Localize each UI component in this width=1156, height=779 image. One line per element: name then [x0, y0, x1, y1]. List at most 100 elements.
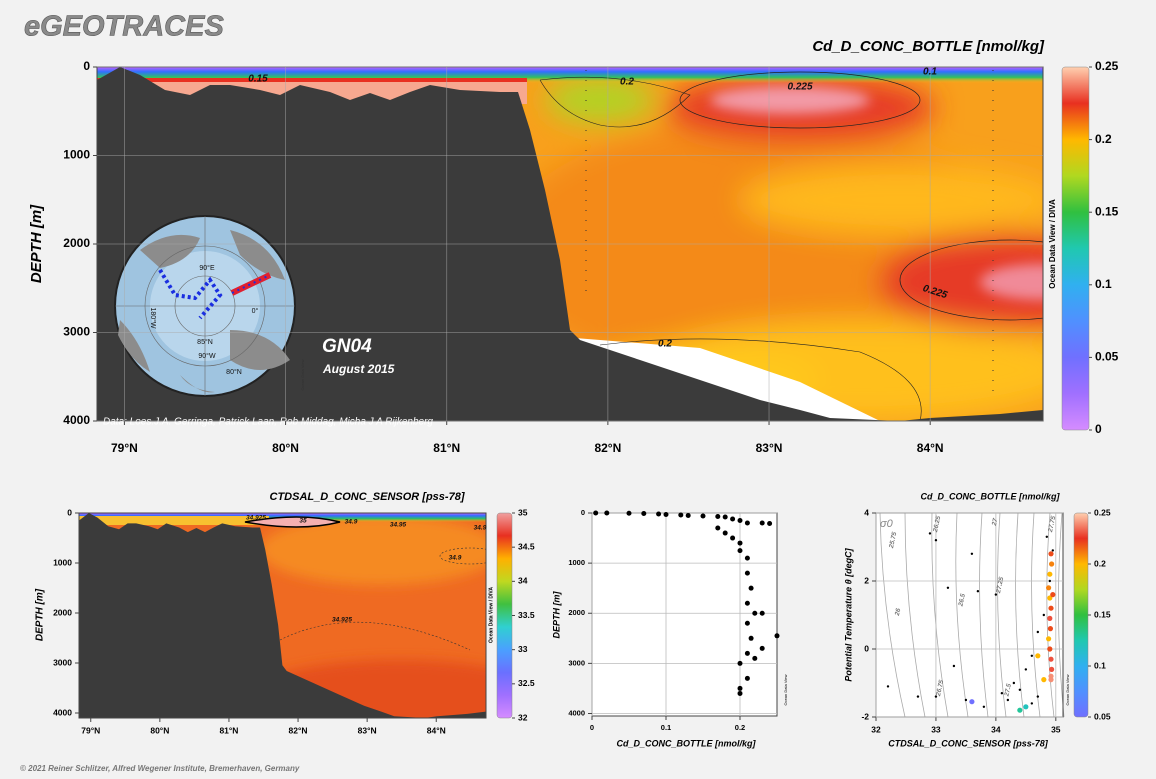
cruise-label: GN04	[322, 336, 372, 357]
colorbar-tick-label: 0.1	[1094, 660, 1106, 670]
scatter-x-label: Cd_D_CONC_BOTTLE [nmol/kg]	[616, 738, 756, 748]
isopycnal-label: 26	[894, 607, 903, 617]
map-label: 180°W	[149, 307, 157, 328]
point	[748, 585, 754, 591]
x-tick-label: 82°N	[289, 725, 308, 735]
x-tick-label: 0.2	[735, 723, 745, 732]
isopycnal-label: 27.25	[995, 576, 1006, 595]
y-tick-label: 3000	[63, 325, 90, 339]
point	[737, 685, 743, 691]
x-tick-label: 0	[590, 723, 594, 732]
isopycnal-label: 27.5	[1003, 683, 1013, 698]
contour-label: 35	[299, 518, 307, 525]
contour-label: 0.1	[923, 67, 937, 78]
y-tick-label: 1000	[53, 557, 72, 567]
colorbar-tick-label: 0.2	[1095, 132, 1112, 146]
colorbar-tick-label: 0.25	[1095, 59, 1119, 73]
isopycnal-label: 26.25	[932, 515, 943, 534]
colored-point	[1046, 585, 1052, 591]
watermark: Ocean Data View / DIVA	[1048, 199, 1057, 289]
contour-label: 0.225	[787, 82, 812, 93]
salinity-field	[79, 513, 486, 718]
point	[934, 695, 938, 698]
point	[737, 518, 743, 524]
y-tick-label: 0	[83, 59, 90, 73]
point	[744, 650, 750, 656]
colored-point	[1050, 592, 1056, 598]
x-tick-label: 82°N	[594, 441, 621, 455]
colorbar	[496, 512, 513, 719]
colored-point	[1047, 646, 1053, 652]
point	[759, 520, 765, 526]
x-tick-label: 0.1	[661, 723, 671, 732]
point	[737, 660, 743, 666]
point	[916, 695, 920, 698]
point	[663, 512, 669, 518]
point	[722, 514, 728, 520]
colorbar-tick-label: 0.1	[1095, 277, 1112, 291]
colored-point	[1035, 653, 1041, 659]
x-tick-label: 81°N	[433, 441, 460, 455]
x-tick-label: 80°N	[272, 441, 299, 455]
point	[744, 675, 750, 681]
y-tick-label: 0	[864, 643, 869, 653]
point	[722, 530, 728, 536]
colored-point	[1047, 571, 1053, 577]
point	[737, 690, 743, 696]
isopycnal-label: 26.75	[935, 679, 946, 698]
point	[593, 510, 599, 516]
point	[737, 548, 743, 554]
y-tick-label: 1000	[63, 148, 90, 162]
x-tick-label: 83°N	[358, 725, 377, 735]
colorbar-tick-label: 0.05	[1094, 711, 1111, 721]
date-label: August 2015	[322, 362, 395, 376]
colorbar-tick-label: 34	[518, 576, 528, 586]
point	[626, 510, 632, 516]
point	[1024, 668, 1028, 671]
point	[1030, 702, 1034, 705]
point	[934, 539, 938, 542]
map-label: 90°W	[198, 352, 216, 360]
point	[964, 698, 968, 702]
y-tick-label: 1000	[568, 558, 585, 567]
colored-point	[1017, 707, 1023, 713]
colorbar-tick-label: 35	[518, 507, 528, 517]
point	[1036, 630, 1040, 634]
point	[982, 705, 986, 708]
point	[744, 620, 750, 626]
isopycnal-label: 26.5	[957, 593, 967, 608]
y-tick-label: 4000	[568, 708, 585, 717]
y-tick-label: 0	[67, 507, 72, 517]
contour-label: 34.925	[332, 617, 352, 624]
point	[1018, 688, 1022, 691]
colored-point	[1048, 677, 1054, 683]
point	[1036, 695, 1040, 698]
isopycnal-symbol: σ0	[880, 518, 894, 530]
point	[952, 664, 956, 668]
y-tick-label: 2000	[63, 236, 90, 250]
point	[759, 645, 765, 651]
point	[748, 635, 754, 641]
y-tick-label: 2	[864, 575, 869, 585]
main-y-label: DEPTH [m]	[28, 204, 45, 283]
inset-map	[114, 215, 296, 397]
isopycnal-label: 27.75	[1047, 515, 1058, 534]
colored-point	[1047, 595, 1053, 601]
point	[730, 535, 736, 541]
colorbar-tick-label: 32.5	[518, 678, 535, 688]
point	[685, 513, 691, 519]
point	[1006, 698, 1010, 702]
colorbar-tick-label: 0.25	[1094, 507, 1111, 517]
colored-point	[1041, 677, 1047, 683]
colorbar-tick-label: 0.15	[1095, 204, 1119, 218]
x-tick-label: 79°N	[81, 725, 100, 735]
point	[1000, 692, 1004, 695]
ts-title: Cd_D_CONC_BOTTLE [nmol/kg]	[920, 491, 1060, 501]
point	[976, 590, 980, 593]
x-tick-label: 84°N	[917, 441, 944, 455]
map-label: 80°N	[226, 368, 242, 376]
salinity-watermark: Ocean Data View / DIVA	[488, 587, 494, 643]
ts-x-label: CTDSAL_D_CONC_SENSOR [pss-78]	[888, 738, 1049, 748]
y-tick-label: 4000	[63, 413, 90, 427]
